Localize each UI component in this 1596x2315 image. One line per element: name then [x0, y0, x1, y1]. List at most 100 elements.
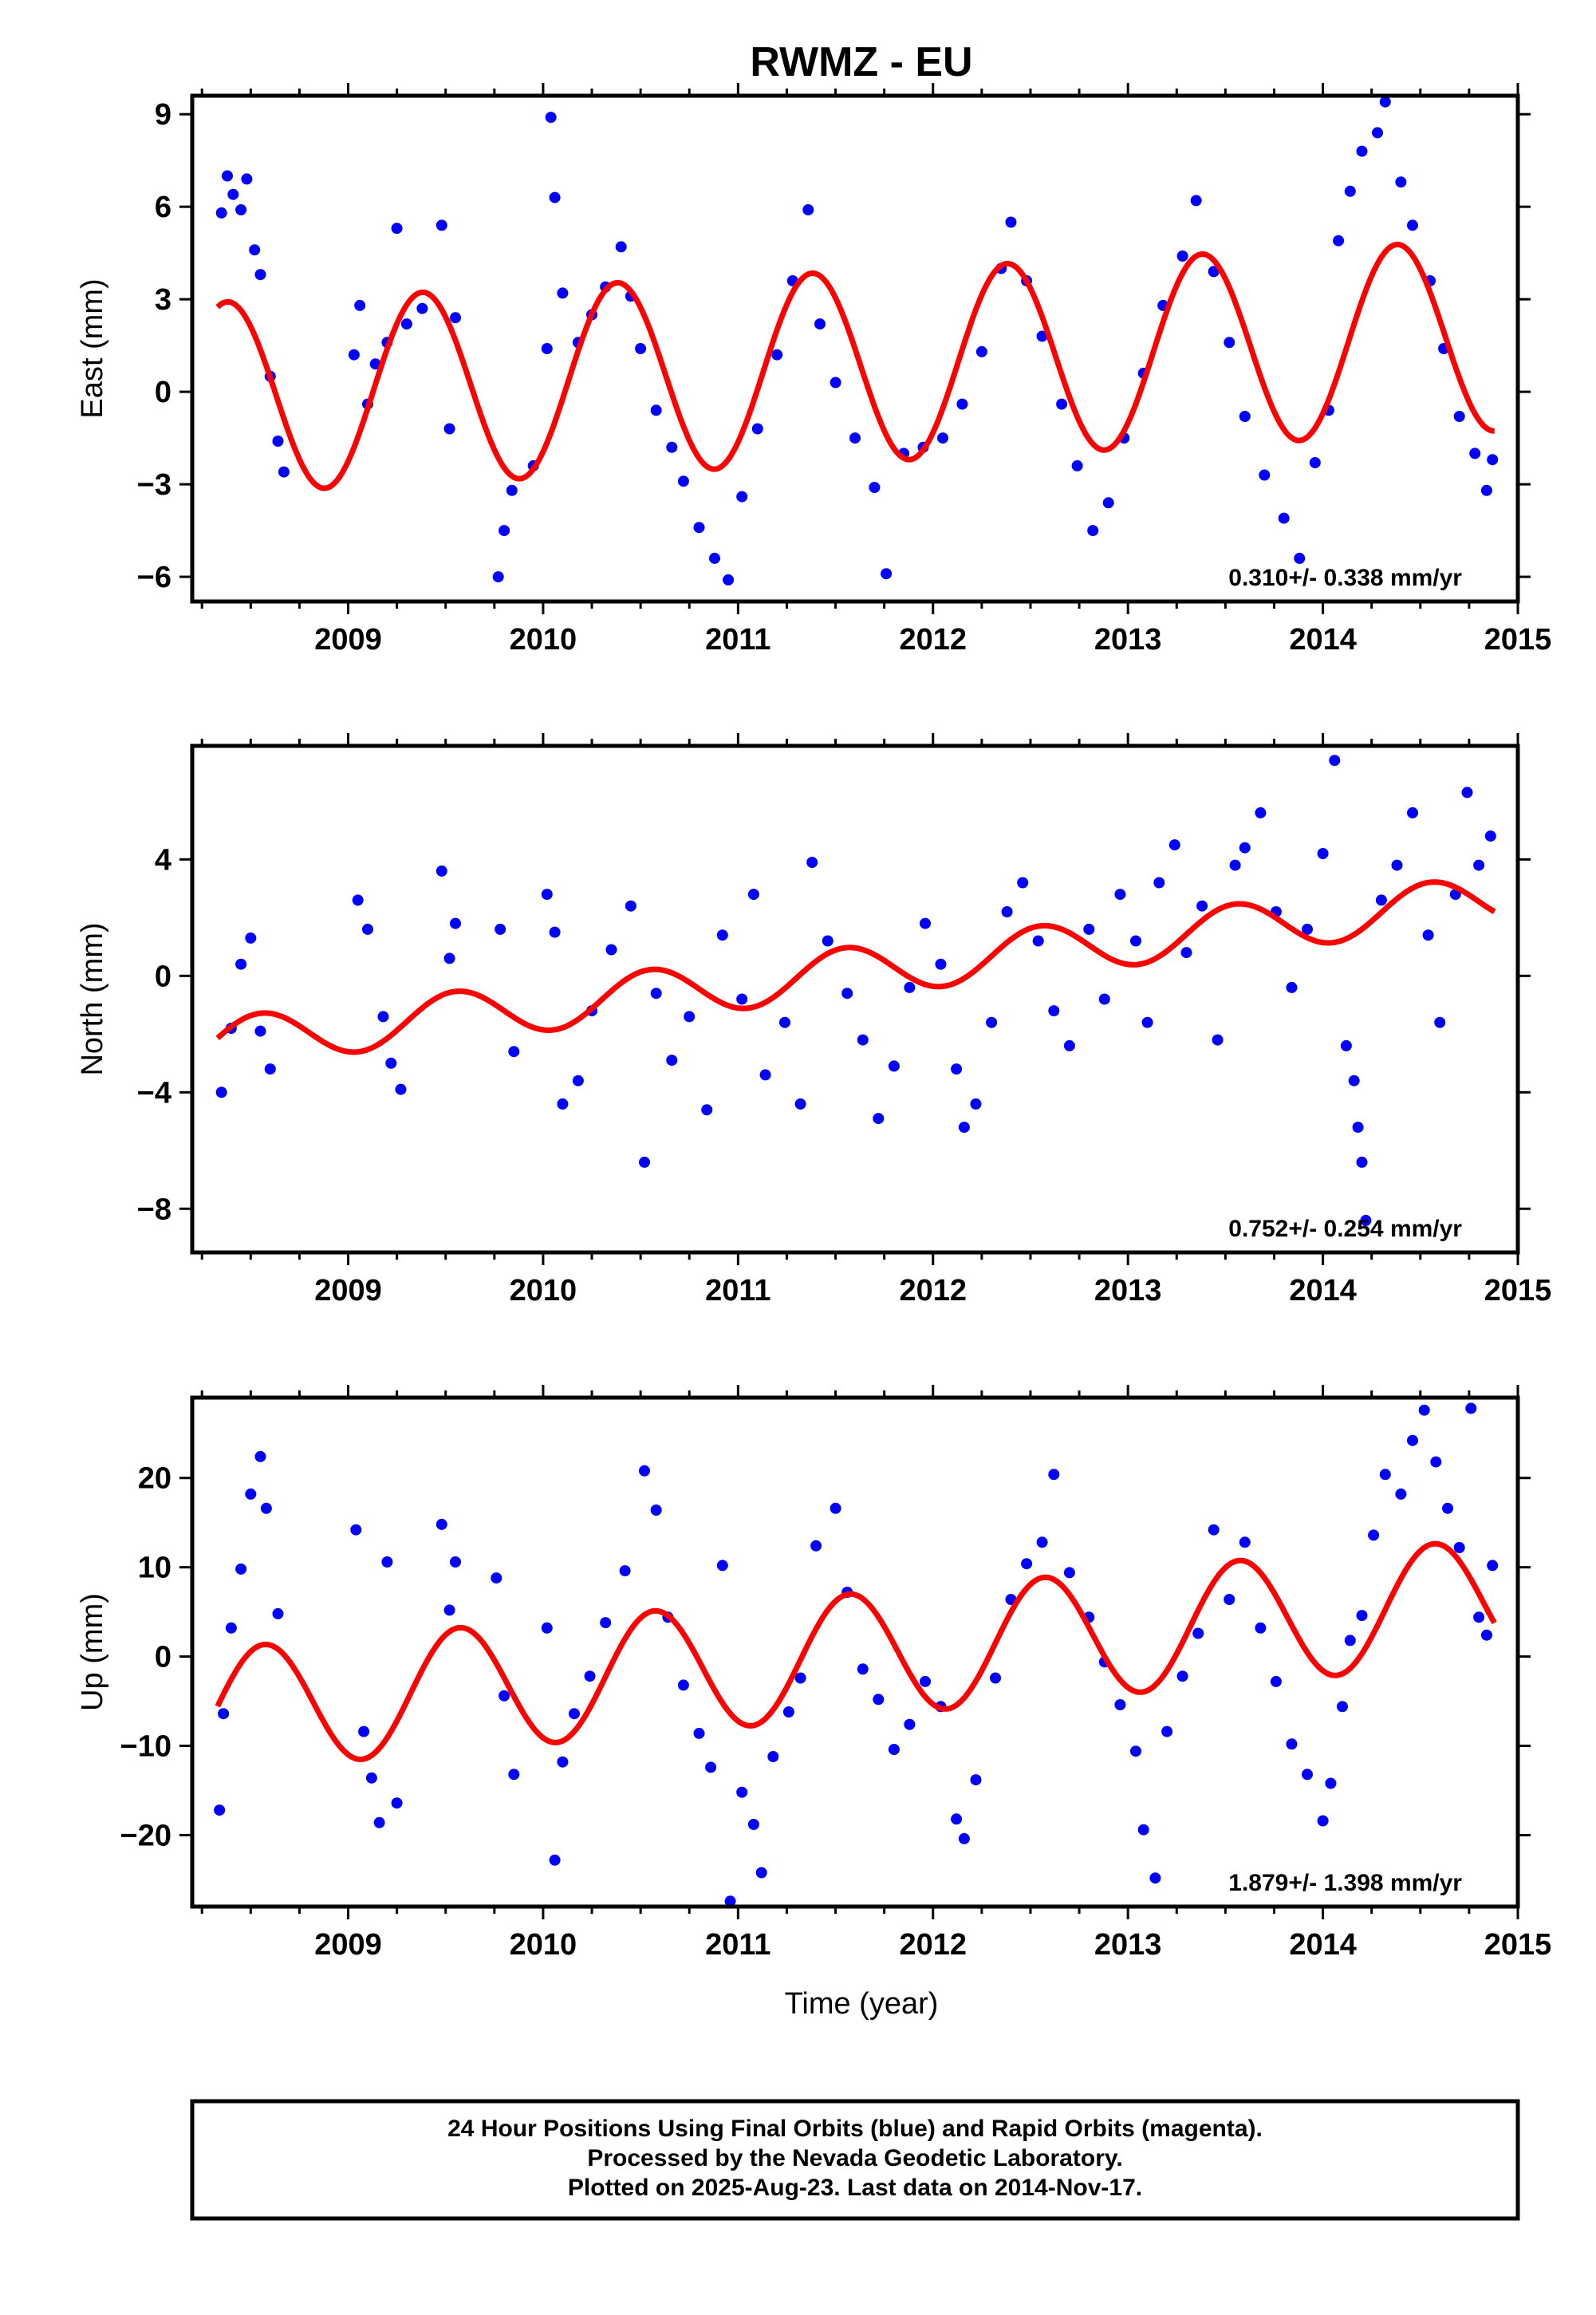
east-data-point	[222, 170, 233, 182]
north-data-point	[1360, 1214, 1372, 1226]
up-data-point	[600, 1617, 612, 1629]
east-y-axis-label: East (mm)	[76, 278, 109, 418]
up-data-point	[920, 1675, 931, 1687]
east-data-point	[1005, 216, 1017, 228]
north-data-point	[1098, 993, 1110, 1005]
north-data-point	[1340, 1039, 1352, 1051]
north-frame	[190, 743, 1520, 1255]
east-data-point	[849, 432, 861, 444]
east-data-point	[1309, 457, 1321, 468]
up-data-point	[650, 1505, 662, 1516]
east-data-point	[416, 302, 428, 314]
east-y-tick-label: 9	[155, 98, 171, 132]
north-data-point	[1083, 923, 1095, 935]
panels: 2009 2010 2011 2012 2013 2014 2015−6−30369East…	[76, 83, 1551, 1962]
east-data-point	[235, 204, 247, 215]
up-points	[214, 1402, 1499, 1907]
up-y-tick-label: −20	[120, 1819, 171, 1852]
east-data-point	[1102, 497, 1114, 509]
north-data-point	[1153, 877, 1165, 889]
east-data-point	[1372, 127, 1383, 139]
east-data-point	[354, 299, 366, 311]
up-data-point	[1418, 1404, 1430, 1416]
north-data-point	[1302, 923, 1313, 935]
up-data-point	[1270, 1675, 1282, 1687]
east-x-tick-label: 2012	[899, 623, 967, 657]
north-panel: 2009 2010 2011 2012 2013 2014 2015 −8 −4 0 4 North …	[76, 733, 1551, 1307]
up-data-point	[1036, 1536, 1048, 1548]
east-data-point	[1395, 176, 1407, 188]
east-data-point	[1071, 459, 1083, 471]
north-data-point	[1001, 906, 1013, 917]
north-data-point	[377, 1011, 389, 1023]
up-data-point	[272, 1607, 284, 1619]
east-y-tick-label: 0	[155, 376, 171, 409]
east-y-tick-label: −6	[137, 561, 171, 594]
up-data-point	[235, 1563, 247, 1575]
up-x-tick-label: 2012	[899, 1928, 967, 1962]
east-data-point	[254, 269, 266, 281]
east-data-point	[1036, 330, 1048, 342]
east-data-point	[677, 475, 689, 487]
north-data-point	[970, 1098, 982, 1110]
east-data-point	[723, 574, 735, 586]
up-y-tick-label: 20	[138, 1462, 171, 1496]
up-data-point	[245, 1488, 257, 1500]
up-data-point	[499, 1690, 510, 1702]
east-panel: 2009 2010 2011 2012 2013 2014 2015 −6 −3 0 3 6 9 East…	[76, 83, 1551, 657]
north-data-point	[935, 958, 947, 970]
east-x-tick-label: 2015	[1484, 623, 1552, 657]
north-y-tick-label: −8	[137, 1193, 171, 1226]
east-rate-label: 0.310+/- 0.338 mm/yr	[1228, 565, 1462, 591]
east-y-tick-label: −3	[137, 468, 171, 502]
north-data-point	[1356, 1156, 1368, 1168]
up-data-point	[747, 1819, 759, 1830]
up-data-point	[810, 1540, 822, 1552]
east-data-point	[1356, 145, 1368, 157]
up-data-point	[365, 1772, 377, 1784]
north-data-point	[1407, 807, 1418, 818]
north-data-point	[1286, 981, 1298, 993]
east-data-point	[709, 552, 720, 564]
east-x-tick-label: 2009	[314, 623, 382, 657]
east-data-point	[1239, 411, 1251, 422]
north-data-point	[508, 1046, 520, 1058]
up-data-point	[1325, 1777, 1337, 1789]
up-data-point	[541, 1622, 553, 1634]
chart-title: RWMZ - EU	[750, 39, 972, 85]
east-y-tick-label: 3	[155, 283, 171, 317]
up-y-tick-label: 0	[155, 1641, 171, 1674]
up-data-point	[1224, 1594, 1235, 1605]
north-data-point	[822, 935, 833, 947]
up-data-point	[1480, 1629, 1492, 1641]
up-data-point	[1192, 1627, 1204, 1639]
east-frame	[190, 93, 1520, 604]
up-data-point	[693, 1727, 705, 1739]
north-data-point	[495, 923, 506, 935]
east-data-point	[1294, 552, 1306, 564]
up-data-point	[1465, 1402, 1477, 1414]
footer-box: 24 Hour Positions Using Final Orbits (bl…	[190, 2099, 1520, 2221]
north-data-point	[1239, 842, 1251, 854]
up-data-point	[569, 1708, 580, 1720]
up-x-tick-label: 2009	[314, 1928, 382, 1962]
north-data-point	[666, 1055, 678, 1067]
footer-line-3: Plotted on 2025-Aug-23. Last data on 201…	[568, 2175, 1142, 2201]
north-data-point	[450, 917, 461, 929]
up-data-point	[557, 1756, 569, 1768]
north-data-point	[1317, 848, 1329, 859]
east-data-point	[272, 436, 284, 447]
east-data-point	[541, 343, 553, 354]
east-data-point	[557, 287, 569, 299]
north-data-point	[857, 1034, 869, 1046]
up-data-point	[381, 1556, 393, 1568]
north-data-point	[1180, 947, 1192, 959]
north-data-point	[873, 1113, 885, 1125]
up-data-point	[755, 1867, 767, 1879]
up-data-point	[1208, 1524, 1220, 1536]
east-data-point	[549, 191, 561, 203]
up-data-point	[373, 1816, 385, 1828]
up-data-point	[736, 1786, 748, 1798]
north-data-point	[920, 917, 931, 929]
north-data-point	[759, 1069, 771, 1081]
